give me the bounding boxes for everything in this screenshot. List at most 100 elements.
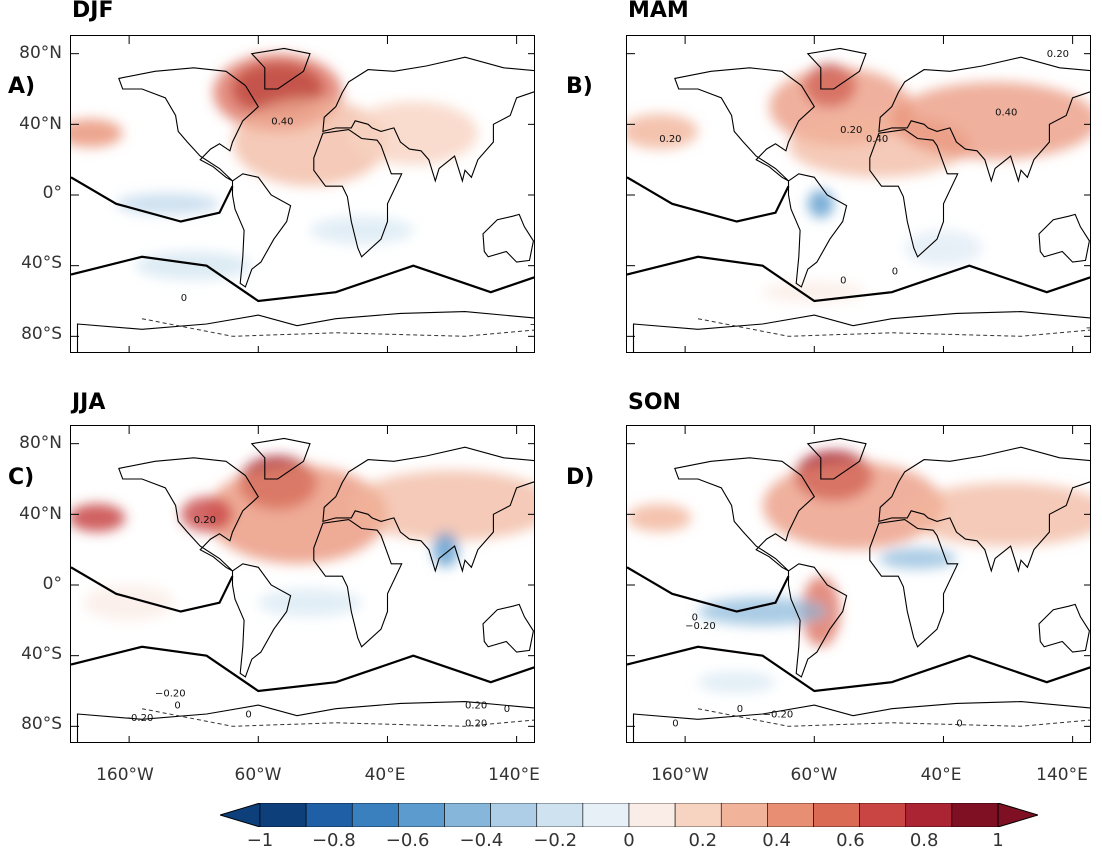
colorbar-swatch <box>674 803 722 827</box>
contour-label: 0 <box>737 704 743 715</box>
coastline <box>118 67 260 182</box>
coastline <box>806 47 867 90</box>
contour-label: 0.20 <box>1047 49 1069 60</box>
negative-contour <box>697 318 1090 337</box>
colorbar-swatch <box>720 803 768 827</box>
map-panel-a: 0.40 −0.20 0 <box>70 35 535 353</box>
lat-label: 40°N <box>19 114 62 134</box>
coastline <box>482 603 534 653</box>
zero-contour <box>71 176 234 223</box>
map-panel-d: 0 −0.20 0 −0.20 0 0 <box>626 425 1091 743</box>
contour-label: 0 <box>504 704 510 715</box>
coastline <box>322 56 534 183</box>
lon-label: 140°E <box>488 765 540 785</box>
coastline <box>118 457 260 572</box>
coastline <box>1038 603 1090 653</box>
lat-label: 40°S <box>21 644 62 664</box>
colorbar-swatch <box>859 803 907 827</box>
colorbar-swatch <box>536 803 584 827</box>
lat-label: 0° <box>42 183 62 203</box>
coastline <box>482 213 534 263</box>
shaded-anomaly <box>258 588 362 617</box>
contour-label: 0.20 <box>194 515 216 526</box>
panel-b-label: B) <box>566 74 593 99</box>
colorbar-swatch <box>628 803 676 827</box>
shaded-anomaly <box>698 671 776 693</box>
coastline <box>878 446 1090 573</box>
panel-a-label: A) <box>8 74 36 99</box>
coastline <box>322 446 534 573</box>
zero-contour <box>627 566 790 613</box>
coastline <box>806 437 867 480</box>
zero-contour <box>627 176 790 223</box>
shaded-anomaly <box>180 496 233 532</box>
colorbar-tick-label: −0.8 <box>311 830 356 851</box>
contour-label: −0.20 <box>1086 323 1091 334</box>
negative-contour <box>697 708 1090 727</box>
colorbar-tick-label: −0.2 <box>533 830 578 851</box>
zero-contour <box>71 566 234 613</box>
coastline <box>674 67 816 182</box>
panel-a-season: DJF <box>72 0 114 23</box>
shaded-anomaly <box>206 464 388 564</box>
shaded-anomaly <box>698 597 828 626</box>
colorbar-swatch <box>305 803 353 827</box>
shaded-anomaly <box>904 482 1090 547</box>
contour-label: 0 <box>245 710 251 721</box>
lat-label: 40°N <box>19 504 62 524</box>
coastline <box>632 311 1090 352</box>
shaded-anomaly <box>627 503 692 532</box>
contour-label: 0.20 <box>465 701 487 712</box>
zero-contour <box>627 645 1090 693</box>
coastline <box>787 563 848 678</box>
colorbar-tick-label: 0.8 <box>909 830 939 851</box>
coastline <box>76 311 534 352</box>
shaded-anomaly <box>878 547 957 570</box>
colorbar-swatch <box>951 803 999 827</box>
shaded-anomaly <box>807 189 834 218</box>
contour-label: 0 <box>672 718 678 729</box>
lat-label: 40°S <box>21 253 62 273</box>
contour-label: 0.40 <box>995 108 1017 119</box>
lat-label: 80°N <box>19 433 62 453</box>
contour-label: 0.40 <box>866 134 888 145</box>
lat-label: 80°S <box>21 714 62 734</box>
coastline <box>313 129 403 258</box>
lon-label: 160°W <box>96 765 154 785</box>
contour-label: 0 <box>692 612 698 623</box>
shading-layer <box>71 53 478 280</box>
shaded-anomaly <box>232 97 388 187</box>
lon-label: 140°E <box>1036 765 1088 785</box>
colorbar-arrow-high <box>997 803 1038 827</box>
lon-label: 60°W <box>790 765 838 785</box>
coastline <box>632 701 1090 742</box>
contour-label: −0.20 <box>155 688 186 699</box>
shading-layer <box>71 456 534 621</box>
negative-contour <box>141 708 534 727</box>
panel-d-season: SON <box>628 390 681 415</box>
negative-contour <box>141 318 534 337</box>
lat-label: 80°S <box>21 324 62 344</box>
lon-label: 60°W <box>234 765 282 785</box>
colorbar-tick-label: −0.4 <box>459 830 504 851</box>
shaded-anomaly <box>627 113 699 150</box>
shaded-anomaly <box>762 281 866 303</box>
contour-label: −0.20 <box>685 621 716 632</box>
colorbar <box>220 803 1038 827</box>
shaded-anomaly <box>116 193 220 215</box>
contour-label: 0 <box>181 293 187 304</box>
colorbar-swatch <box>490 803 538 827</box>
coastline <box>250 437 311 480</box>
shaded-anomaly <box>71 503 126 532</box>
coastline <box>76 701 534 742</box>
lon-label: 160°W <box>651 765 709 785</box>
contour-label: 0 <box>956 718 962 729</box>
map-field-a: 0.40 −0.20 0 <box>71 36 534 352</box>
shaded-anomaly <box>432 532 459 568</box>
contour-label: −0.20 <box>123 713 154 724</box>
zero-contour <box>71 255 534 303</box>
colorbar-swatch <box>905 803 953 827</box>
shaded-anomaly <box>348 470 534 541</box>
coastline <box>231 173 292 288</box>
